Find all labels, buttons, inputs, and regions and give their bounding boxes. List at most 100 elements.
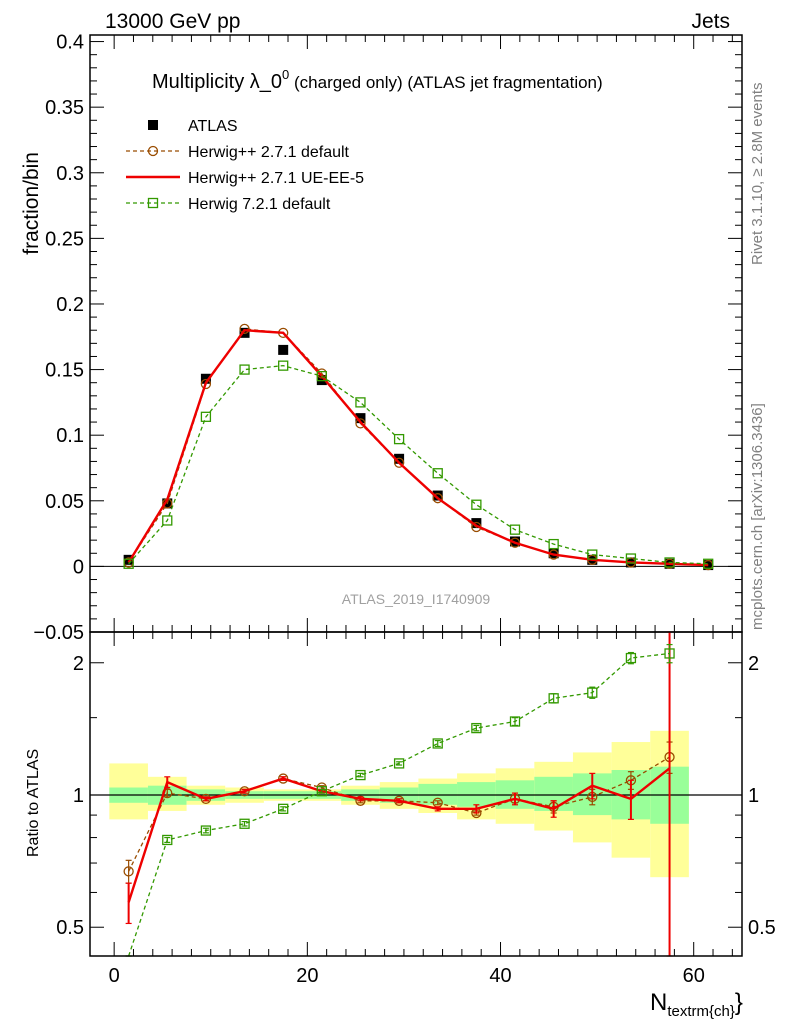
ratio-point-herwig721 [393, 758, 405, 769]
y-tick-label: 0.25 [45, 228, 84, 250]
ratio-y-tick-label-right: 2 [748, 653, 759, 675]
data-point-herwig271 [355, 418, 366, 429]
data-point-herwig721 [278, 360, 289, 371]
y-tick-label: 0 [73, 556, 84, 578]
title-main: Multiplicity λ_0 [152, 71, 282, 93]
series-line-herwig721 [128, 364, 709, 565]
x-tick-label: 40 [489, 965, 511, 987]
legend-label: Herwig++ 2.7.1 UE-EE-5 [188, 170, 364, 187]
data-point-herwig721 [509, 524, 521, 535]
ratio-point-herwig721 [471, 722, 482, 734]
data-point-data [548, 548, 559, 559]
legend-entry-herwig721: Herwig 7.2.1 default [126, 196, 331, 213]
legend-marker [147, 197, 159, 209]
ratio-point-herwig721 [432, 738, 443, 749]
x-axis-label: Ntextrm{ch}} [650, 989, 743, 1020]
data-point-herwig271 [432, 493, 443, 504]
ratio-point-herwig271 [355, 795, 366, 806]
y-axis-label: fraction/bin [20, 152, 43, 255]
header-left: 13000 GeV pp [105, 10, 240, 33]
ratio-plot-frame [89, 631, 743, 957]
legend-entry-herwig271: Herwig++ 2.7.1 default [126, 144, 350, 161]
ratio-point-herwig721 [239, 818, 250, 829]
data-point-herwig271 [200, 378, 212, 390]
ratio-y-tick-label: 2 [73, 653, 84, 675]
data-point-data [278, 344, 289, 355]
x-axis-label-brace: } [735, 989, 743, 1016]
uncertainty-band-inner [418, 783, 458, 805]
data-point-herwig271 [239, 323, 250, 335]
ratio-y-tick-label: 1 [73, 785, 84, 807]
ratio-plot-panel: 0.5 0.51 12 20 20 40 60 Ratio to ATLAS Ntextrm… [25, 631, 776, 1020]
ratio-point-herwig721 [548, 693, 559, 704]
title-superscript: 0 [282, 67, 289, 82]
data-point-herwig721 [162, 515, 173, 526]
mcplots-label: mcplots.cern.ch [arXiv:1306.3436] [749, 403, 766, 630]
data-point-herwig721 [548, 538, 559, 550]
legend-label: Herwig++ 2.7.1 default [188, 144, 350, 161]
ratio-point-herwig721 [200, 825, 212, 836]
legend: ATLAS Herwig++ 2.7.1 default Herwig++ 2.7.… [126, 118, 364, 213]
ratio-y-tick-label-right: 1 [748, 785, 759, 807]
x-tick-label: 60 [683, 965, 705, 987]
ratio-point-herwig271 [123, 866, 134, 877]
y-tick-label: 0.1 [56, 425, 84, 447]
data-point-herwig721 [664, 557, 675, 568]
legend-label: Herwig 7.2.1 default [188, 196, 331, 213]
x-axis-label-subscript: textrm{ch} [667, 1003, 735, 1020]
rivet-version-label: Rivet 3.1.10, ≥ 2.8M events [749, 83, 766, 266]
data-point-herwig721 [200, 411, 212, 422]
ratio-y-tick-label-right: 0.5 [748, 917, 776, 939]
ratio-point-herwig721 [278, 803, 289, 814]
series-line-ueee5 [127, 328, 709, 567]
ratio-y-tick-label: 0.5 [56, 917, 84, 939]
y-tick-label: 0.3 [56, 163, 84, 185]
data-point-data [355, 413, 366, 424]
watermark-label: ATLAS_2019_I1740909 [342, 591, 491, 607]
ratio-point-herwig721 [316, 786, 327, 797]
legend-marker [148, 120, 158, 130]
data-point-herwig721 [393, 433, 405, 445]
legend-marker [147, 145, 159, 157]
data-point-data [510, 536, 521, 547]
ratio-point-herwig721 [664, 648, 675, 659]
legend-label: ATLAS [188, 118, 238, 135]
y-tick-label: −0.05 [33, 622, 84, 644]
legend-entry-ueee5: Herwig++ 2.7.1 UE-EE-5 [126, 170, 364, 187]
main-plot-panel: −0.05 0 0.05 0.1 0.15 0.2 0.25 0.3 0.35 0.4 Multi… [20, 32, 743, 644]
x-tick-label: 20 [296, 965, 318, 987]
y-tick-label: 0.05 [45, 491, 84, 513]
y-tick-label: 0.2 [56, 294, 84, 316]
data-point-herwig721 [703, 558, 714, 569]
ratio-point-herwig721 [587, 687, 598, 698]
data-point-herwig721 [239, 364, 250, 375]
data-point-herwig721 [587, 549, 598, 560]
data-point-herwig721 [316, 370, 327, 382]
y-tick-label: 0.4 [56, 32, 84, 54]
data-point-data [200, 373, 211, 384]
x-tick-label: 0 [109, 965, 120, 987]
y-tick-label: 0.15 [45, 360, 84, 382]
ratio-point-herwig721 [162, 834, 173, 846]
data-point-herwig721 [471, 499, 482, 510]
ratio-point-herwig721 [625, 652, 637, 664]
main-plot-title: Multiplicity λ_00 (charged only) (ATLAS … [152, 67, 603, 93]
data-point-herwig721 [355, 397, 366, 408]
ratio-y-axis-label: Ratio to ATLAS [25, 749, 42, 857]
series-line-herwig271 [128, 328, 709, 566]
legend-entry-data: ATLAS [148, 118, 238, 135]
ratio-point-herwig721 [355, 769, 366, 781]
data-point-data [432, 490, 443, 501]
data-point-herwig271 [393, 457, 405, 468]
title-rest: (charged only) (ATLAS jet fragmentation) [289, 73, 602, 92]
ratio-point-herwig271 [278, 773, 289, 784]
data-point-herwig721 [625, 553, 637, 564]
ratio-point-herwig721 [509, 716, 521, 727]
y-tick-label: 0.35 [45, 97, 84, 119]
data-point-herwig271 [509, 537, 521, 548]
data-point-herwig721 [432, 468, 443, 479]
header-right: Jets [691, 10, 730, 33]
data-point-herwig721 [123, 558, 134, 569]
x-axis-label-main: N [650, 989, 667, 1016]
